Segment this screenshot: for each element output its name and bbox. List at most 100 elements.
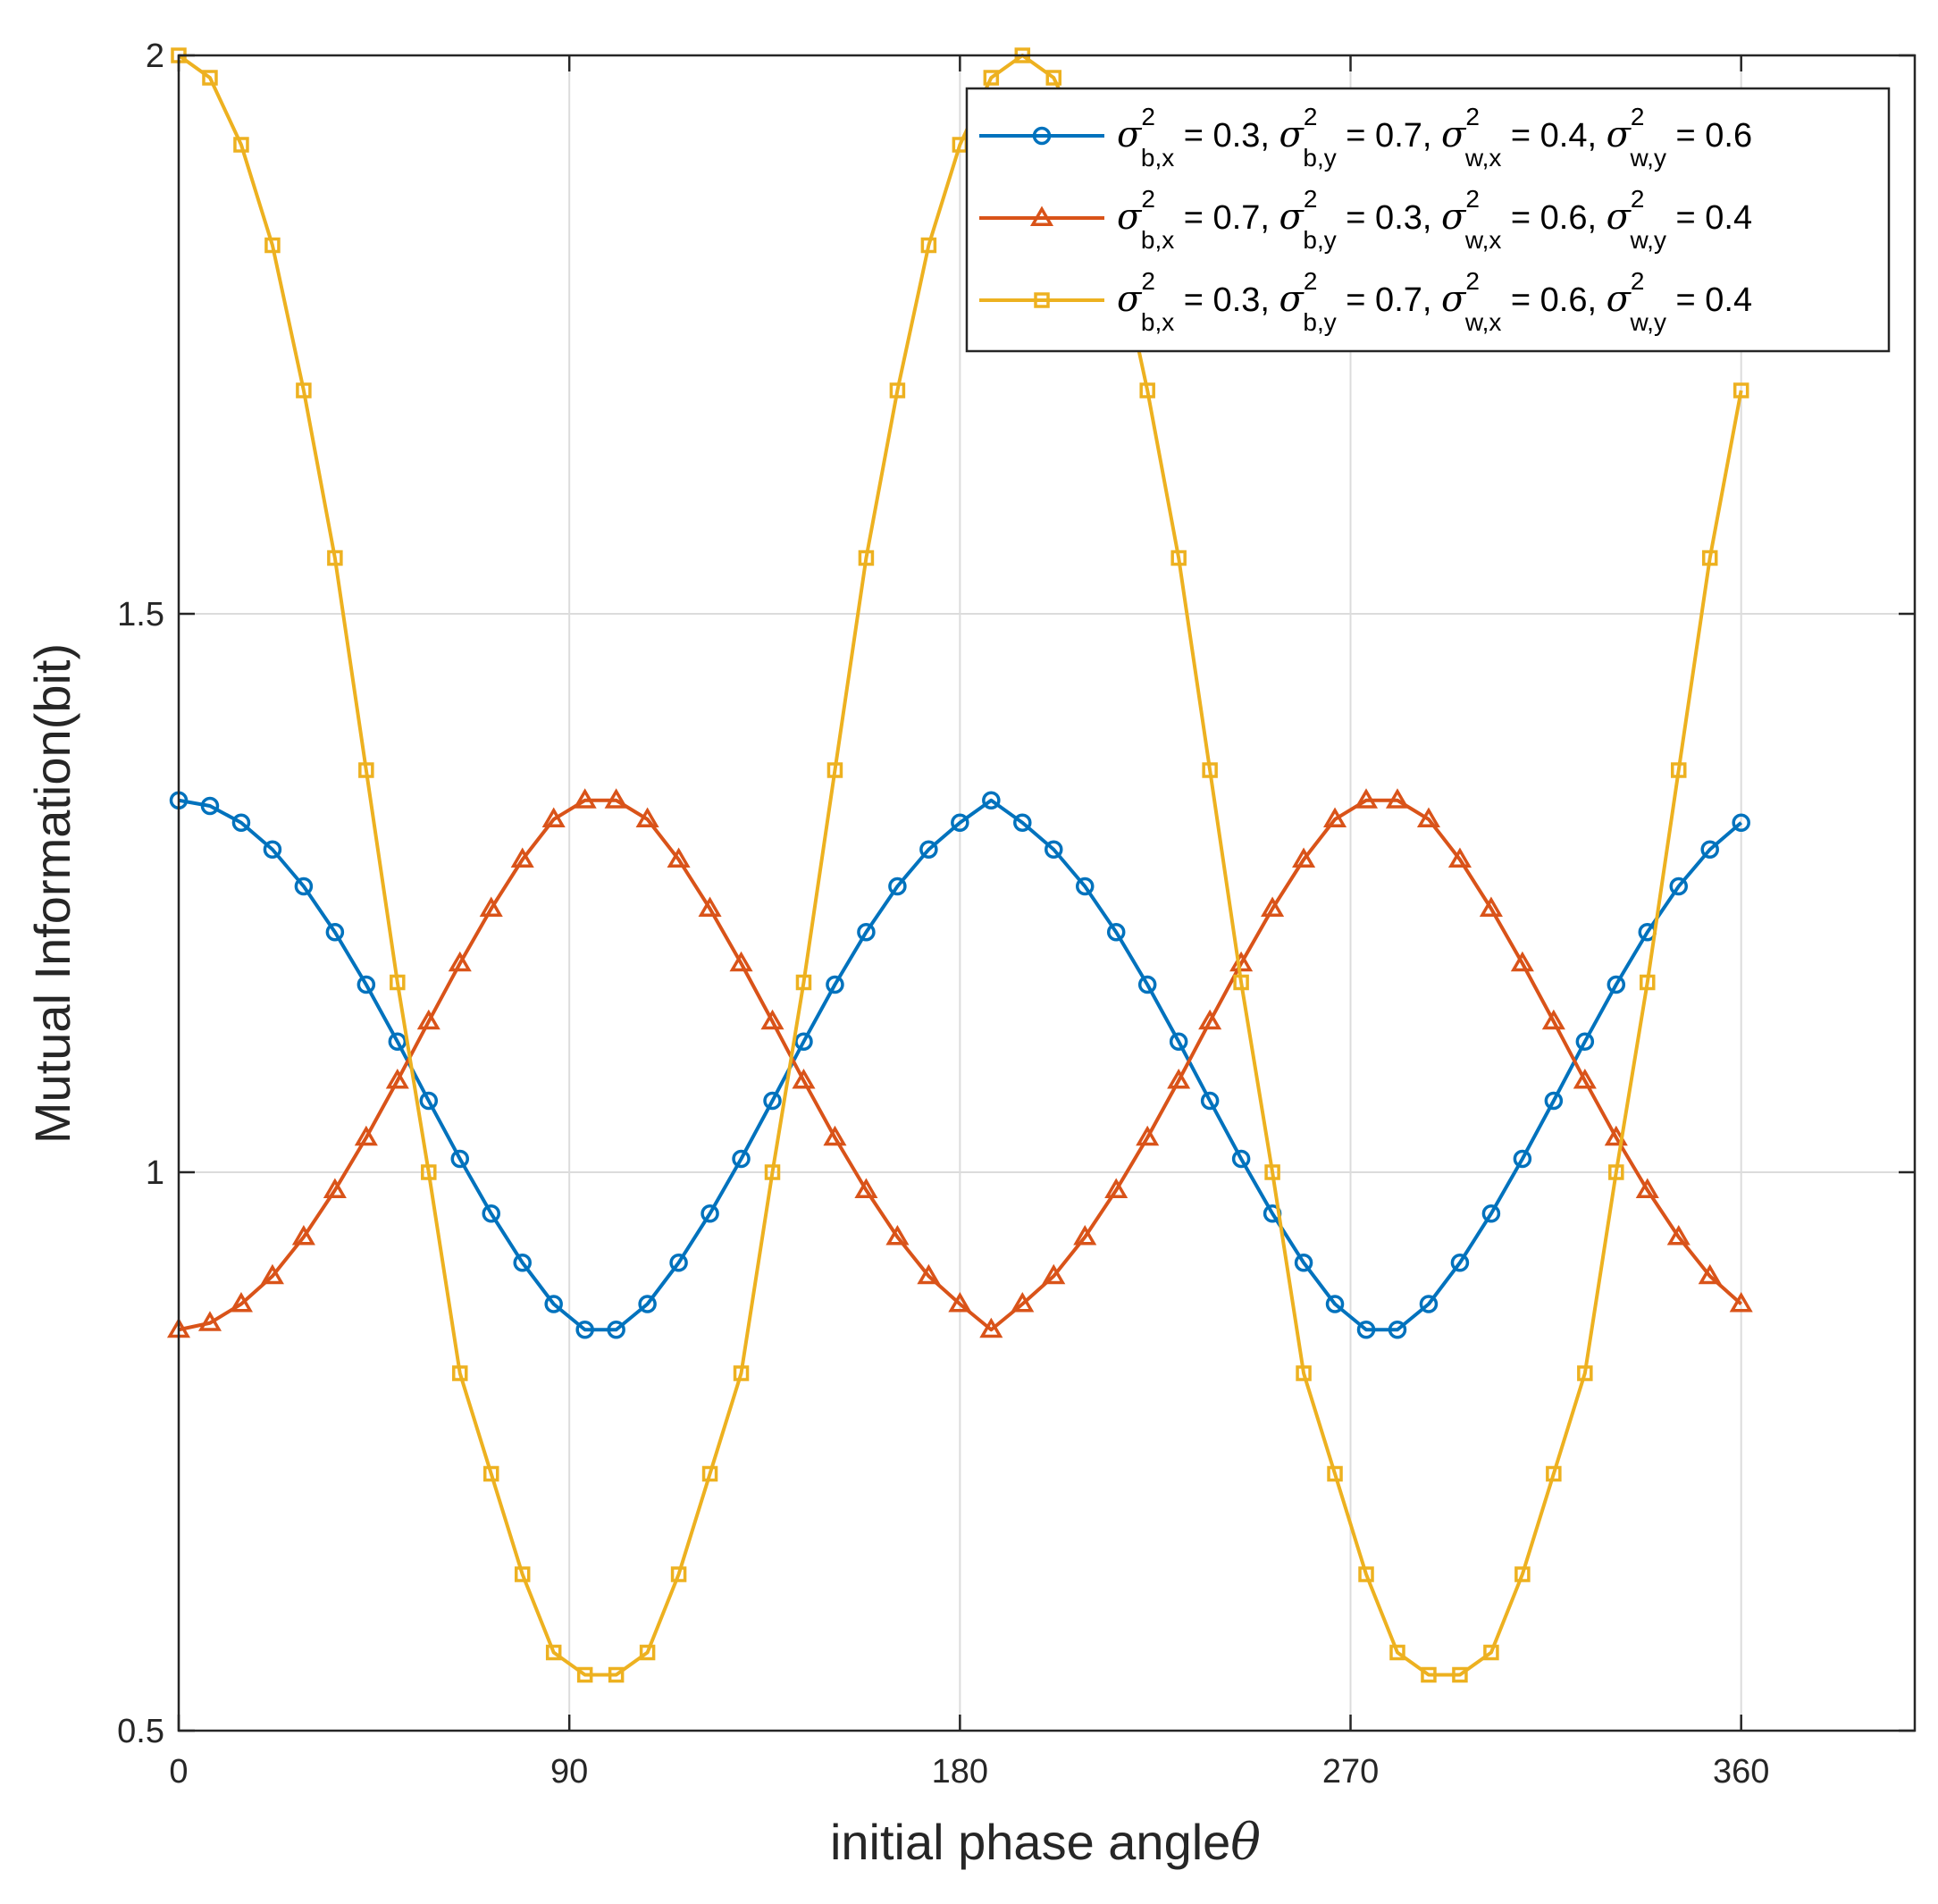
data-point: [698, 896, 722, 917]
data-point: [1011, 1292, 1035, 1313]
data-point: [795, 974, 812, 991]
data-point: [1013, 813, 1032, 832]
data-point: [1389, 1644, 1405, 1661]
data-point: [327, 549, 343, 566]
data-point: [260, 1263, 284, 1285]
data-point: [951, 813, 969, 832]
data-point: [1231, 1149, 1251, 1169]
data-point: [760, 1009, 784, 1030]
data-point: [296, 382, 312, 398]
data-point: [1419, 1295, 1439, 1313]
data-point: [1481, 1204, 1501, 1223]
tick-layer: 0 90 180 270 360 0.5 1 1.5 2: [117, 38, 1915, 1791]
data-point: [1513, 1149, 1532, 1169]
series-line: [178, 798, 1743, 1332]
data-point: [1167, 1069, 1191, 1089]
data-point: [948, 1292, 972, 1313]
legend-entries: σ2 b,x = 0.3, σ2 b,y = 0.7, σ2 w,x = 0.4, σ…: [979, 103, 1752, 336]
x-tick-label: 270: [1322, 1753, 1379, 1791]
data-point: [1577, 1365, 1593, 1381]
data-point: [1045, 70, 1062, 86]
data-point: [1701, 549, 1718, 566]
legend-marker: [1032, 126, 1052, 146]
data-point: [826, 975, 844, 994]
data-point: [573, 788, 597, 809]
data-point: [390, 974, 406, 991]
data-point: [263, 840, 282, 859]
plot-frame: [177, 54, 1917, 1732]
data-point: [764, 1164, 781, 1180]
data-point: [416, 1009, 440, 1030]
data-point: [639, 1644, 656, 1661]
x-tick-label: 0: [169, 1753, 188, 1791]
data-point: [1233, 974, 1249, 991]
data-point: [541, 807, 566, 827]
data-point: [1202, 762, 1218, 778]
data-point: [920, 237, 937, 254]
data-point: [388, 1032, 407, 1051]
data-point: [1075, 877, 1095, 896]
y-tick-label: 1: [146, 1154, 164, 1192]
data-point: [385, 1069, 409, 1089]
data-point: [1541, 1009, 1565, 1030]
series-1: [169, 791, 1750, 1339]
data-point: [1732, 813, 1750, 832]
data-point: [888, 877, 907, 896]
data-point: [1669, 877, 1689, 896]
data-point: [982, 791, 1001, 809]
data-point: [1544, 1091, 1564, 1111]
legend-label: σ2 b,x = 0.3, σ2 b,y = 0.7, σ2 w,x = 0.4, σ…: [1117, 103, 1752, 172]
data-point: [1169, 1032, 1188, 1051]
data-point: [1671, 762, 1687, 778]
data-point: [794, 1032, 813, 1051]
data-point: [732, 1149, 751, 1169]
data-point: [1421, 1666, 1437, 1683]
data-point: [479, 896, 503, 917]
data-point: [1322, 807, 1347, 827]
data-point: [1388, 1321, 1407, 1339]
data-point: [1261, 896, 1285, 917]
data-point: [885, 1225, 910, 1246]
data-point: [1264, 1164, 1280, 1180]
data-point: [264, 237, 281, 254]
data-point: [1198, 1009, 1222, 1030]
data-point: [1450, 1254, 1470, 1272]
data-point: [1170, 549, 1187, 566]
x-tick-label: 90: [550, 1753, 588, 1791]
data-point: [202, 70, 218, 86]
data-point: [1106, 923, 1126, 942]
data-point: [544, 1295, 563, 1313]
data-point: [354, 1125, 378, 1146]
data-point: [792, 1069, 816, 1089]
data-point: [1698, 1263, 1722, 1285]
legend-marker: [1034, 292, 1050, 308]
data-point: [1447, 847, 1472, 868]
data-point: [1700, 840, 1719, 859]
data-point: [604, 788, 628, 809]
data-point: [575, 1321, 594, 1339]
data-point: [325, 923, 345, 942]
legend-label: σ2 b,x = 0.3, σ2 b,y = 0.7, σ2 w,x = 0.6, σ…: [1117, 267, 1752, 336]
data-point: [448, 951, 472, 972]
data-point: [854, 1178, 878, 1198]
data-point: [667, 847, 691, 868]
data-point: [323, 1178, 347, 1198]
series-line: [177, 54, 1743, 1677]
data-point: [1452, 1666, 1468, 1683]
data-point: [576, 1666, 593, 1683]
y-tick-label: 2: [146, 38, 164, 75]
legend: σ2 b,x = 0.3, σ2 b,y = 0.7, σ2 w,x = 0.4, σ…: [965, 87, 1891, 353]
data-point: [1729, 1292, 1753, 1313]
data-point: [419, 1091, 439, 1111]
data-point: [1073, 1225, 1097, 1246]
data-point: [1573, 1069, 1597, 1089]
data-point: [979, 1317, 1003, 1338]
legend-label: σ2 b,x = 0.7, σ2 b,y = 0.3, σ2 w,x = 0.6, σ…: [1117, 185, 1752, 254]
data-point: [1296, 1365, 1312, 1381]
legend-entry-3: σ2 b,x = 0.3, σ2 b,y = 0.7, σ2 w,x = 0.6, σ…: [979, 267, 1752, 336]
x-tick-label: 180: [932, 1753, 988, 1791]
y-tick-label: 1.5: [117, 596, 164, 633]
data-point: [763, 1091, 782, 1111]
legend-entry-1: σ2 b,x = 0.3, σ2 b,y = 0.7, σ2 w,x = 0.4, σ…: [979, 103, 1752, 172]
